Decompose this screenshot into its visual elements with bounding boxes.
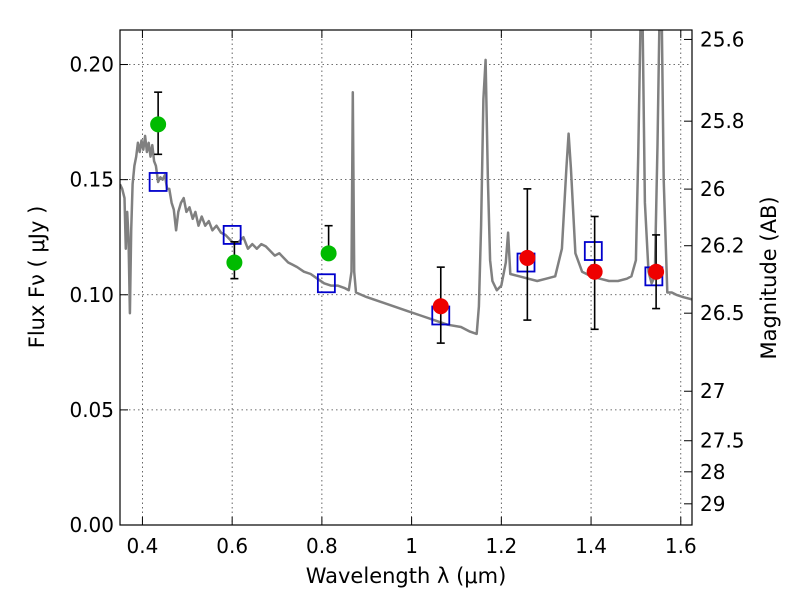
y-tick-label: 0.10 [69,283,114,307]
observed-nir-point [586,263,603,280]
y2-tick-label: 26.5 [700,301,745,325]
observed-optical-point [320,245,337,262]
observed-photometry-layer [150,116,665,315]
plot-frame [119,29,693,526]
x-tick-label: 0.6 [216,534,248,558]
y-tick-label: 0.20 [69,53,114,77]
x-tick-label: 1.2 [485,534,517,558]
x-tick-label: 1 [405,534,418,558]
observed-nir-point [432,298,449,315]
x-tick-label: 0.4 [127,534,159,558]
y2-tick-label: 27.5 [700,429,745,453]
y-tick-label: 0.00 [69,513,114,537]
x-tick-label: 1.6 [665,534,697,558]
model-photometry-layer [148,172,664,326]
observed-optical-point [226,254,243,271]
y2-tick-label: 27 [700,379,725,403]
y-tick-label: 0.05 [69,398,114,422]
y-axis-ticks: 0.00 0.05 0.10 0.15 0.20 [69,53,128,537]
y-axis-label: Flux Fν ( μJy ) [25,206,49,349]
observed-nir-point [519,249,536,266]
x-axis-label: Wavelength λ (μm) [306,564,507,588]
model-photometry-point [583,241,603,261]
y2-tick-label: 25.8 [700,109,745,133]
y2-tick-label: 29 [700,492,725,516]
x-tick-label: 0.8 [306,534,338,558]
y2-axis-label: Magnitude (AB) [757,196,781,359]
plot-area [120,30,692,344]
grid [120,30,692,525]
y2-tick-label: 25.6 [700,27,745,51]
model-photometry-point [316,273,336,294]
y2-tick-label: 26.2 [700,234,745,258]
model-photometry-point [148,172,168,192]
y2-tick-label: 28 [700,460,725,484]
y2-axis-ticks: 25.6 25.8 26 26.2 26.5 27 27.5 28 29 [684,27,745,516]
x-tick-label: 1.4 [575,534,607,558]
observed-nir-point [648,263,665,280]
observed-optical-point [150,116,167,133]
x-axis-ticks: 0.4 0.6 0.8 1 1.2 1.4 1.6 [127,30,697,558]
y-tick-label: 0.15 [69,168,114,192]
model-photometry-point [222,225,242,245]
y2-tick-label: 26 [700,177,725,201]
